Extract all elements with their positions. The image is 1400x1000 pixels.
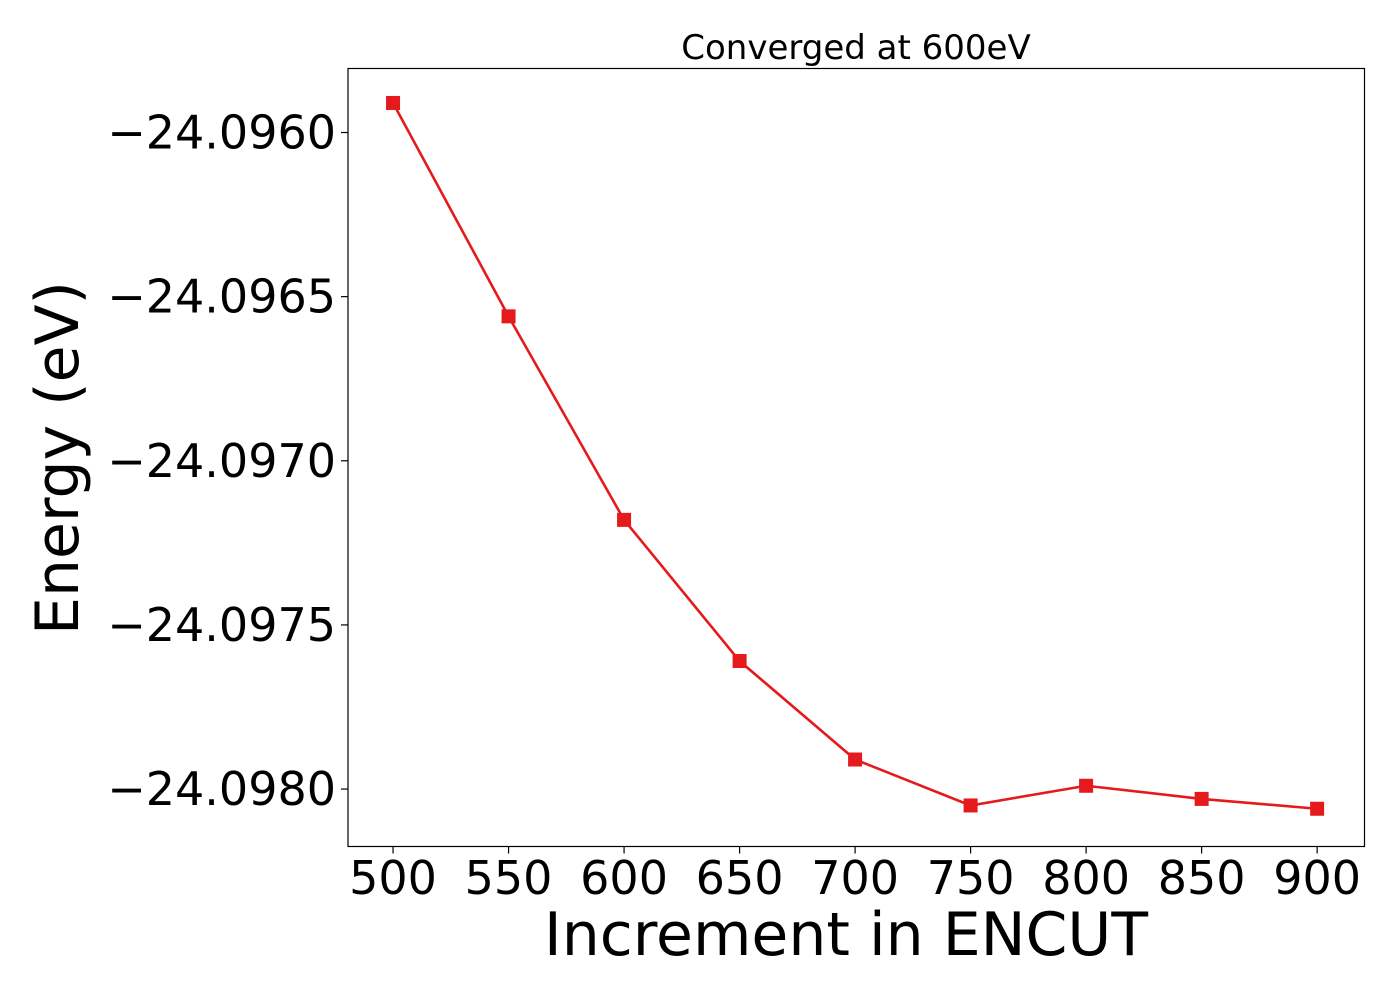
x-tick-label: 650 [696, 851, 784, 905]
y-tick-label: −24.0975 [107, 598, 336, 652]
y-axis-label: Energy (eV) [23, 281, 93, 635]
data-point [1194, 791, 1209, 806]
y-tick-label: −24.0965 [107, 270, 336, 324]
data-point [848, 752, 863, 767]
data-point [501, 309, 516, 324]
x-tick-label: 750 [927, 851, 1015, 905]
data-point [386, 95, 401, 110]
data-point [1079, 778, 1094, 793]
data-point [732, 654, 747, 669]
x-tick-label: 850 [1158, 851, 1246, 905]
series-line [391, 102, 1318, 811]
x-tick-label: 550 [465, 851, 553, 905]
x-axis: 500 550 600 650 700 750 800 850 900 [349, 846, 1361, 905]
y-axis: −24.0960 −24.0965 −24.0970 −24.0975 −24.0980 [107, 106, 348, 816]
data-point [1310, 801, 1325, 816]
plot-frame [347, 67, 1366, 848]
x-tick-label: 900 [1273, 851, 1361, 905]
x-tick-label: 600 [580, 851, 668, 905]
x-tick-label: 500 [349, 851, 437, 905]
y-tick-label: −24.0960 [107, 106, 336, 160]
chart-title: Converged at 600eV [681, 28, 1030, 68]
x-axis-label: Increment in ENCUT [544, 900, 1148, 970]
x-tick-label: 800 [1042, 851, 1130, 905]
data-point [963, 798, 978, 813]
y-tick-label: −24.0980 [107, 762, 336, 816]
series-layer [386, 95, 1325, 816]
data-point [617, 512, 632, 527]
x-tick-label: 700 [811, 851, 899, 905]
y-tick-label: −24.0970 [107, 434, 336, 488]
